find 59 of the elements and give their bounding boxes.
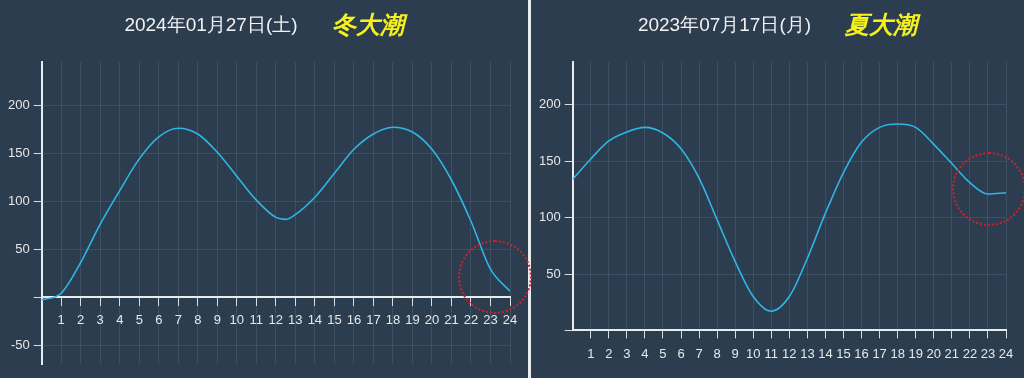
x-tick-label: 7 [174,312,182,328]
x-tick-label: 3 [623,345,631,361]
x-tick-label: 21 [444,312,459,328]
x-tick-label: 10 [229,312,245,328]
x-tick-label: 12 [782,345,797,361]
x-tick-label: 20 [424,312,440,328]
x-tick-label: 11 [249,312,264,328]
x-tick-label: 21 [944,345,960,361]
y-tick-label: 50 [546,265,561,281]
x-tick-label: 24 [502,312,518,328]
x-tick-label: 13 [288,312,303,328]
x-tick-label: 6 [677,345,685,361]
x-tick-label: 18 [890,345,905,361]
x-tick-label: 2 [77,312,85,328]
x-tick-label: 18 [385,312,401,328]
chart-title: 2024年01月27日(土) [124,13,298,37]
y-tick-label: 50 [15,240,30,256]
x-tick-label: 16 [346,312,362,328]
x-tick-label: 17 [872,345,887,361]
x-tick-label: 15 [836,345,851,361]
x-tick-label: 23 [980,345,996,361]
x-tick-label: 15 [327,312,342,328]
x-tick-label: 2 [605,345,613,361]
x-tick-label: 6 [155,312,163,328]
x-tick-label: 9 [213,312,221,328]
x-tick-label: 17 [366,312,381,328]
y-tick-label: 150 [538,152,561,168]
y-tick-label: 200 [7,96,30,112]
x-tick-label: 12 [268,312,284,328]
x-tick-label: 1 [587,345,595,361]
x-tick-label: 19 [908,345,923,361]
x-tick-label: 4 [641,345,649,361]
x-tick-label: 1 [57,312,65,328]
x-tick-label: 10 [746,345,761,361]
y-tick-label: 150 [7,144,30,160]
x-tick-label: 5 [135,312,143,328]
x-tick-label: 4 [116,312,124,328]
x-tick-label: 16 [854,345,869,361]
x-tick-label: 24 [998,345,1014,361]
x-tick-label: 7 [695,345,703,361]
x-tick-label: 3 [96,312,104,328]
x-tick-label: 14 [818,345,833,361]
x-tick-label: 23 [483,312,498,328]
x-tick-label: 14 [307,312,323,328]
y-tick-label: 200 [538,96,561,112]
x-tick-label: 11 [764,345,779,361]
y-tick-label: -50 [10,336,30,352]
x-tick-label: 8 [194,312,202,328]
x-tick-label: 19 [405,312,420,328]
y-tick-label: 100 [538,209,561,225]
chart-title: 2023年07月17日(月) [637,13,812,37]
x-tick-label: 8 [713,345,721,361]
x-tick-label: 22 [463,312,479,328]
x-tick-label: 20 [926,345,942,361]
x-tick-label: 5 [659,345,667,361]
x-tick-label: 9 [731,345,739,361]
x-tick-label: 13 [800,345,815,361]
x-tick-label: 22 [962,345,978,361]
y-tick-label: 100 [7,192,30,208]
